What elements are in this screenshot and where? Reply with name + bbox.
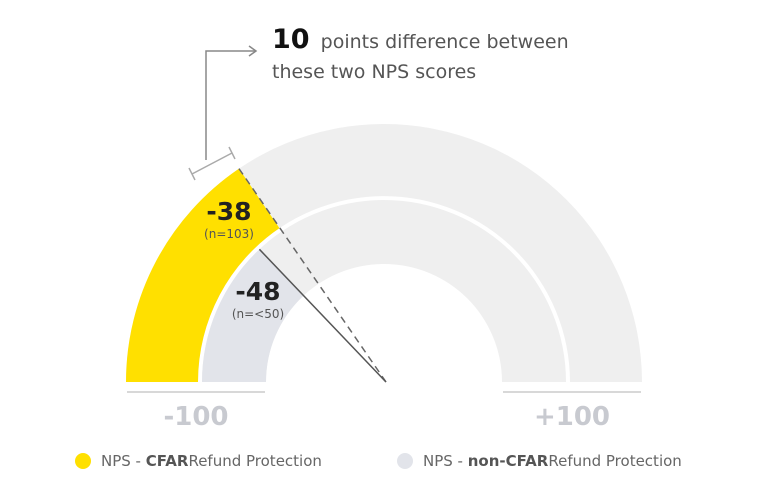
legend-item-non-cfar: NPS - non-CFAR Refund Protection: [397, 452, 682, 470]
bracket-cap-right: [228, 146, 236, 160]
legend-bold-cfar: CFAR: [145, 452, 189, 470]
non-cfar-value-arc: [202, 249, 304, 382]
legend-swatch-non-cfar: [397, 453, 413, 469]
bracket-cap-left: [188, 167, 196, 181]
legend-suffix-non-cfar: Refund Protection: [548, 452, 682, 470]
inner-track: [202, 200, 566, 382]
legend-item-cfar: NPS - CFAR Refund Protection: [75, 452, 322, 470]
cfar-value-label: -38: [206, 197, 251, 226]
scale-min-label: -100: [163, 402, 228, 432]
scale-max-label: +100: [534, 402, 610, 432]
non-cfar-needle: [258, 248, 387, 383]
callout-arrow-icon: [248, 45, 258, 57]
non-cfar-value-label: -48: [235, 277, 280, 306]
cfar-value-arc: [126, 168, 280, 382]
annotation-line-2: these two NPS scores: [272, 61, 476, 83]
legend-bold-non-cfar: non-CFAR: [467, 452, 549, 470]
legend-prefix-non-cfar: NPS -: [423, 452, 463, 470]
legend-prefix-cfar: NPS -: [101, 452, 141, 470]
legend-suffix-cfar: Refund Protection: [188, 452, 322, 470]
cfar-n-label: (n=103): [204, 227, 254, 241]
non-cfar-n-label: (n=<50): [232, 307, 284, 321]
legend-swatch-cfar: [75, 453, 91, 469]
difference-bracket: [191, 152, 233, 175]
annotation-line-1-text: points difference between: [321, 31, 569, 53]
annotation-line-1: 10 points difference between: [272, 24, 569, 55]
callout-connector: [205, 50, 255, 160]
outer-track: [126, 124, 642, 382]
annotation-number: 10: [272, 24, 310, 55]
